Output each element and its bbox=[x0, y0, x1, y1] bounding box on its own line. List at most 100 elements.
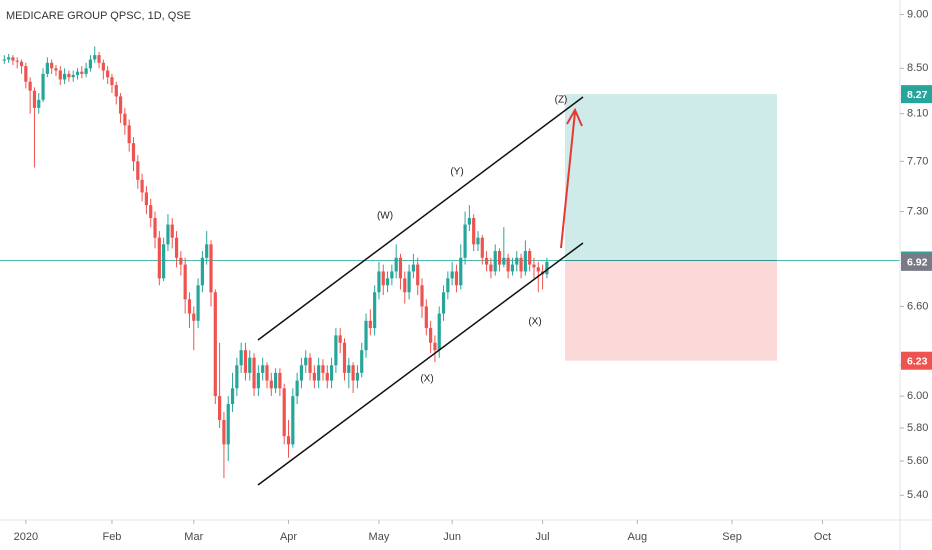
candle-body bbox=[84, 68, 88, 74]
candle-body bbox=[433, 342, 437, 351]
price-marker-label: 6.23 bbox=[907, 356, 928, 368]
y-tick-label: 5.60 bbox=[907, 455, 928, 467]
x-tick-label: Mar bbox=[184, 531, 203, 543]
candle-body bbox=[183, 264, 187, 300]
candle-body bbox=[45, 62, 49, 74]
candle-body bbox=[187, 299, 192, 314]
candle-body bbox=[205, 244, 209, 258]
candle-body bbox=[497, 251, 502, 265]
candle-body bbox=[162, 244, 166, 279]
candle-body bbox=[123, 113, 127, 126]
candle-body bbox=[385, 278, 390, 286]
candle-body bbox=[450, 271, 454, 279]
candle-body bbox=[355, 372, 360, 381]
price-marker bbox=[901, 85, 932, 104]
candle-body bbox=[265, 365, 269, 381]
candle-body bbox=[342, 342, 347, 373]
candle-body bbox=[403, 278, 407, 293]
candle-body bbox=[506, 257, 510, 272]
candle-body bbox=[218, 396, 222, 420]
x-tick-label: Apr bbox=[280, 531, 297, 543]
x-tick-label: Feb bbox=[102, 531, 121, 543]
candle-body bbox=[317, 365, 321, 381]
candle-body bbox=[261, 365, 265, 373]
candle-body bbox=[62, 73, 67, 80]
candle-body bbox=[528, 251, 532, 265]
candle-body bbox=[157, 237, 161, 279]
candle-body bbox=[213, 292, 217, 397]
candle-body bbox=[373, 292, 377, 329]
candle-body bbox=[248, 357, 252, 373]
candle-body bbox=[200, 257, 204, 286]
x-tick-label: Sep bbox=[722, 531, 742, 543]
candle-body bbox=[291, 396, 295, 445]
wave-label: (Y) bbox=[450, 167, 463, 178]
candle-body bbox=[28, 81, 32, 91]
candle-body bbox=[304, 357, 308, 366]
candle-body bbox=[510, 264, 515, 272]
candle-body bbox=[416, 264, 420, 286]
candle-body bbox=[411, 264, 415, 272]
y-tick-label: 7.70 bbox=[907, 155, 928, 167]
arrow-head bbox=[566, 107, 583, 127]
candle-body bbox=[75, 71, 80, 75]
candle-body bbox=[209, 244, 213, 293]
candle-body bbox=[424, 306, 428, 329]
candle-body bbox=[88, 59, 93, 69]
candle-body bbox=[7, 57, 11, 60]
candle-body bbox=[80, 71, 84, 74]
price-marker-label: 6.92 bbox=[907, 257, 928, 269]
profit-zone bbox=[565, 94, 777, 261]
candle-body bbox=[235, 365, 239, 389]
candle-body bbox=[252, 357, 256, 389]
candle-body bbox=[321, 365, 325, 373]
candle-body bbox=[196, 285, 200, 321]
candle-body bbox=[153, 218, 157, 238]
candle-body bbox=[32, 90, 37, 108]
candle-body bbox=[273, 372, 278, 389]
x-tick-label: 2020 bbox=[14, 531, 38, 543]
y-tick-label: 8.50 bbox=[907, 62, 928, 74]
candle-body bbox=[110, 77, 114, 86]
candle-body bbox=[50, 62, 54, 69]
candle-body bbox=[334, 335, 338, 366]
candle-body bbox=[360, 350, 364, 373]
candle-body bbox=[429, 328, 433, 343]
candle-body bbox=[127, 125, 131, 144]
candle-body bbox=[174, 237, 179, 258]
y-tick-label: 6.60 bbox=[907, 300, 928, 312]
y-tick-label: 6.00 bbox=[907, 390, 928, 402]
candle-body bbox=[114, 85, 118, 97]
candle-body bbox=[101, 62, 105, 71]
price-marker bbox=[901, 351, 932, 370]
candle-body bbox=[467, 218, 471, 225]
candle-body bbox=[54, 68, 58, 71]
candle-body bbox=[351, 365, 355, 381]
candle-body bbox=[329, 365, 334, 381]
candle-body bbox=[308, 357, 312, 373]
candle-body bbox=[243, 350, 248, 373]
candle-body bbox=[377, 271, 381, 293]
candle-body bbox=[295, 380, 299, 397]
candle-body bbox=[459, 257, 463, 286]
candle-body bbox=[532, 264, 536, 268]
candle-body bbox=[523, 251, 527, 272]
candle-body bbox=[170, 224, 174, 238]
price-marker bbox=[901, 252, 932, 271]
candle-body bbox=[58, 70, 62, 80]
candle-body bbox=[441, 292, 446, 314]
candle-body bbox=[71, 74, 75, 78]
candle-body bbox=[502, 257, 506, 265]
candle-body bbox=[149, 205, 153, 219]
candle-body bbox=[472, 218, 476, 245]
y-tick-label: 8.10 bbox=[907, 108, 928, 120]
candle-body bbox=[489, 264, 493, 272]
candle-body bbox=[11, 57, 15, 61]
candle-body bbox=[19, 61, 24, 67]
candle-body bbox=[325, 372, 329, 381]
candle-body bbox=[37, 99, 41, 108]
candle-body bbox=[118, 96, 123, 114]
candle-body bbox=[480, 237, 484, 258]
candle-body bbox=[545, 261, 549, 275]
price-marker-label: 8.27 bbox=[907, 89, 928, 101]
